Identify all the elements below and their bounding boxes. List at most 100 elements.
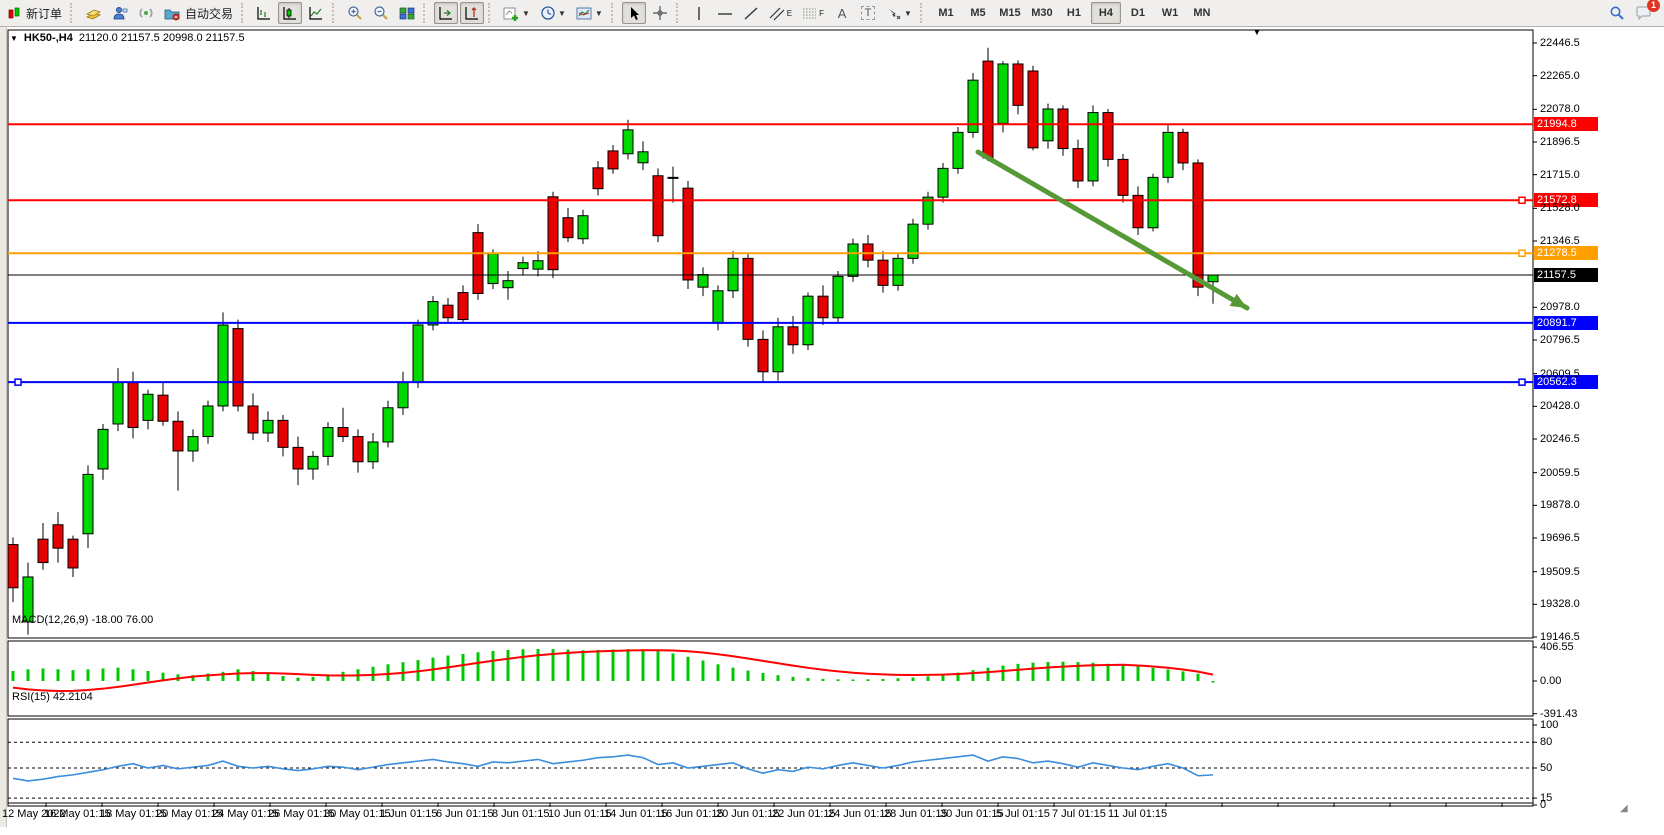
price-axis-tick-22446.5: 22446.5 (1540, 37, 1580, 49)
timeframe-button-M1[interactable]: M1 (938, 7, 954, 19)
chart-ohlc-values: 21120.0 21157.5 20998.0 21157.5 (78, 32, 245, 44)
indicators-button[interactable]: ▼ (499, 2, 534, 24)
text-tool-button[interactable]: A (830, 2, 854, 24)
timeframe-button-W1[interactable]: W1 (1161, 7, 1179, 19)
rsi-indicator-label: RSI(15) 42.2104 (12, 691, 93, 703)
toolbar-separator (423, 3, 430, 23)
crosshair-tool-button[interactable] (648, 2, 672, 24)
timeframe-button-D1[interactable]: D1 (1130, 7, 1145, 19)
price-axis-tick-20978.0: 20978.0 (1540, 301, 1580, 314)
fibonacci-tool-label: F (819, 8, 825, 18)
vertical-line-icon (698, 6, 700, 20)
toolbar: 新订单 (0, 0, 1664, 27)
chart-shift-marker-icon[interactable]: ▼ (1253, 28, 1261, 37)
line-chart-button[interactable] (304, 2, 328, 24)
channel-tool-button[interactable]: E (765, 2, 796, 24)
price-level-tag-21278.5: 21278.5 (1534, 246, 1598, 261)
market-watch-button[interactable] (81, 2, 106, 24)
zoom-out-button[interactable] (369, 2, 393, 24)
price-axis-tick-20059.5: 20059.5 (1540, 466, 1580, 479)
cursor-icon (630, 6, 639, 20)
channel-icon (769, 7, 785, 20)
dropdown-caret: ▼ (522, 8, 530, 18)
horizontal-line-tool-button[interactable] (713, 2, 737, 24)
arrows-tool-button[interactable]: ▼ (882, 2, 916, 24)
time-axis-label: 20 Jun 01:15 (716, 808, 780, 820)
chart-canvas[interactable] (0, 27, 1664, 827)
bar-chart-icon (257, 6, 271, 20)
price-axis-tick-20246.5: 20246.5 (1540, 433, 1580, 445)
zoom-in-button[interactable] (343, 2, 367, 24)
chart-window: ▼ HK50-,H4 21120.0 21157.5 20998.0 21157… (0, 27, 1664, 827)
templates-button[interactable]: ▼ (572, 2, 607, 24)
time-axis-label: 16 May 01:15 (44, 808, 111, 820)
clock-icon (541, 6, 555, 20)
time-axis-label: 30 Jun 01:15 (940, 808, 1004, 820)
chart-dropdown-icon[interactable]: ▼ (10, 33, 18, 43)
dropdown-caret: ▼ (904, 8, 912, 18)
line-chart-icon (309, 6, 323, 20)
data-window-button[interactable] (108, 2, 132, 24)
toolbar-separator (241, 3, 248, 23)
search-icon (1610, 6, 1624, 20)
time-axis-label: 22 Jun 01:15 (772, 808, 836, 820)
indicators-icon (503, 7, 519, 21)
autotrading-button[interactable]: 自动交易 (160, 2, 237, 24)
timeframe-button-group: M1 M5 M15 M30 H1 H4 D1 W1 MN (930, 2, 1218, 24)
price-level-tag-20562.3: 20562.3 (1534, 375, 1598, 390)
time-axis-label: 24 May 01:15 (212, 808, 279, 820)
chart-title: ▼ HK50-,H4 21120.0 21157.5 20998.0 21157… (10, 32, 245, 44)
new-order-button[interactable]: 新订单 (3, 2, 66, 24)
rsi-axis-tick-100: 100 (1540, 719, 1559, 731)
time-axis-label: 16 Jun 01:15 (660, 808, 724, 820)
time-axis-label: 1 Jun 01:15 (380, 808, 438, 820)
price-level-tag-20891.7: 20891.7 (1534, 315, 1598, 330)
auto-scroll-button[interactable] (434, 2, 459, 24)
new-order-icon (8, 7, 20, 18)
fibonacci-tool-button[interactable]: F (798, 2, 828, 24)
strategy-tester-button[interactable] (134, 2, 158, 24)
toolbar-separator (610, 3, 618, 23)
time-axis-label: 12 May 2022 (2, 808, 66, 820)
timeframe-button-H1[interactable]: H1 (1066, 7, 1081, 19)
time-axis-label: 28 Jun 01:15 (884, 808, 948, 820)
chart-symbol-period: HK50-,H4 (23, 32, 73, 44)
macd-axis-tick-0.00: 0.00 (1540, 675, 1562, 687)
search-button[interactable] (1605, 2, 1629, 24)
time-axis-label: 14 Jun 01:15 (604, 808, 668, 820)
text-tool-label: A (837, 5, 847, 21)
fibonacci-icon (803, 8, 817, 18)
market-watch-icon (86, 9, 101, 19)
trendline-tool-button[interactable] (739, 2, 763, 24)
price-level-tag-21572.8: 21572.8 (1534, 193, 1598, 208)
toolbar-separator (488, 3, 495, 23)
autotrading-icon (164, 9, 180, 20)
timeframe-button-M30[interactable]: M30 (1031, 7, 1053, 19)
horizontal-line-icon (717, 12, 732, 15)
text-label-tool-button[interactable]: T (856, 2, 880, 24)
time-axis-label: 10 Jun 01:15 (548, 808, 612, 820)
cursor-tool-button[interactable] (621, 2, 646, 24)
price-axis-tick-21896.5: 21896.5 (1540, 136, 1580, 148)
periods-button[interactable]: ▼ (536, 2, 570, 24)
auto-scroll-icon (439, 6, 453, 20)
timeframe-button-MN[interactable]: MN (1193, 7, 1211, 19)
candlestick-chart-button[interactable] (278, 2, 303, 24)
timeframe-button-M15[interactable]: M15 (999, 7, 1021, 19)
chat-bubble-icon (1636, 6, 1651, 21)
price-level-tag-21994.8: 21994.8 (1534, 117, 1598, 132)
chat-button[interactable]: 1 (1631, 0, 1660, 24)
toolbar-separator (675, 3, 683, 23)
timeframe-button-H4[interactable]: H4 (1090, 2, 1121, 24)
tile-windows-button[interactable] (395, 2, 419, 24)
window-resize-grip[interactable]: ◢ (1620, 803, 1628, 814)
toolbar-separator (919, 3, 927, 23)
timeframe-button-M5[interactable]: M5 (970, 7, 986, 19)
bar-chart-button[interactable] (252, 2, 276, 24)
vertical-line-tool-button[interactable] (687, 2, 711, 24)
time-axis-label: 8 Jun 01:15 (492, 808, 550, 820)
window-left-edge (0, 27, 7, 827)
chart-shift-button[interactable] (460, 2, 485, 24)
price-axis-tick-20609.5: 20609.5 (1540, 367, 1580, 380)
time-axis-label: 5 Jul 01:15 (996, 808, 1050, 820)
